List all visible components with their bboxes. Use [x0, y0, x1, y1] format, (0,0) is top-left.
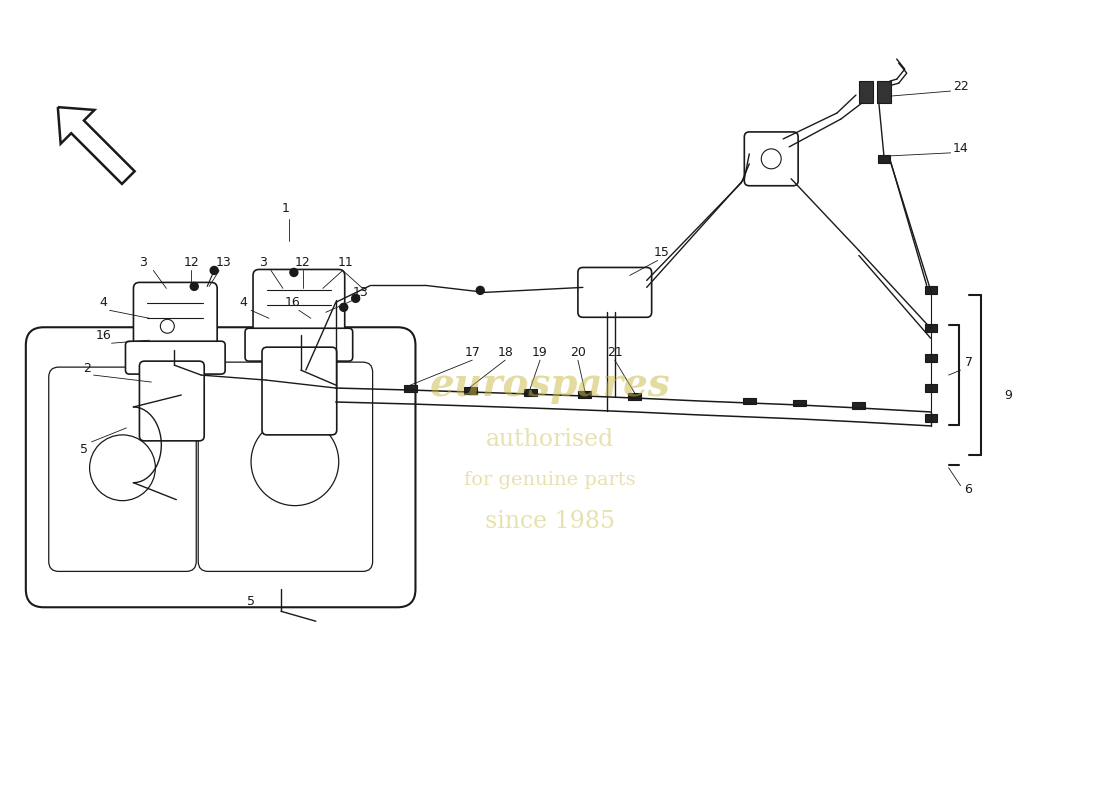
Text: 16: 16	[96, 329, 111, 342]
Text: 15: 15	[653, 246, 670, 259]
Circle shape	[290, 269, 298, 277]
Bar	[877, 81, 891, 103]
Bar	[925, 384, 937, 392]
Circle shape	[161, 319, 174, 334]
Circle shape	[210, 266, 218, 274]
Circle shape	[352, 294, 360, 302]
Bar	[859, 81, 873, 103]
Text: 19: 19	[532, 346, 548, 358]
Text: 22: 22	[953, 79, 968, 93]
Bar	[404, 385, 417, 391]
Text: 4: 4	[239, 296, 248, 309]
Bar	[925, 414, 937, 422]
FancyBboxPatch shape	[133, 282, 217, 354]
Circle shape	[251, 418, 339, 506]
Circle shape	[476, 286, 484, 294]
Text: 12: 12	[184, 256, 199, 269]
Text: 13: 13	[353, 286, 369, 299]
Bar	[925, 354, 937, 362]
Bar	[925, 324, 937, 332]
Text: for genuine parts: for genuine parts	[464, 470, 636, 489]
Text: 14: 14	[953, 142, 968, 155]
FancyBboxPatch shape	[198, 362, 373, 571]
Text: 2: 2	[82, 362, 90, 374]
Text: 12: 12	[295, 256, 310, 269]
FancyBboxPatch shape	[253, 270, 344, 342]
Bar	[464, 386, 476, 394]
FancyBboxPatch shape	[125, 342, 226, 374]
Circle shape	[190, 282, 198, 290]
Text: 13: 13	[216, 256, 231, 269]
Bar	[742, 398, 756, 405]
Circle shape	[761, 149, 781, 169]
Text: 6: 6	[965, 483, 972, 496]
Text: 3: 3	[140, 256, 147, 269]
FancyBboxPatch shape	[262, 347, 337, 435]
Text: 5: 5	[79, 443, 88, 456]
Text: 11: 11	[338, 256, 353, 269]
Text: 4: 4	[100, 296, 108, 309]
FancyBboxPatch shape	[578, 267, 651, 318]
Circle shape	[89, 435, 155, 501]
Circle shape	[340, 303, 348, 311]
FancyBboxPatch shape	[745, 132, 799, 186]
Bar	[793, 399, 805, 406]
FancyBboxPatch shape	[48, 367, 196, 571]
Text: authorised: authorised	[486, 428, 614, 451]
Text: 18: 18	[497, 346, 513, 358]
Text: 5: 5	[248, 594, 255, 608]
Text: 20: 20	[570, 346, 586, 358]
FancyBboxPatch shape	[140, 361, 205, 441]
Bar	[852, 402, 866, 410]
FancyBboxPatch shape	[245, 328, 353, 361]
Bar	[878, 155, 890, 163]
FancyBboxPatch shape	[25, 327, 416, 607]
Bar	[524, 389, 537, 395]
Bar	[579, 390, 592, 398]
Text: 1: 1	[282, 202, 290, 215]
Text: 17: 17	[464, 346, 481, 358]
Text: 3: 3	[260, 256, 267, 269]
Text: eurospares: eurospares	[430, 366, 670, 404]
Text: 16: 16	[285, 296, 300, 309]
Text: since 1985: since 1985	[485, 510, 615, 533]
Text: 7: 7	[965, 356, 972, 369]
Bar	[628, 393, 641, 399]
Bar	[925, 286, 937, 294]
Text: 21: 21	[607, 346, 623, 358]
Text: 9: 9	[1004, 389, 1012, 402]
